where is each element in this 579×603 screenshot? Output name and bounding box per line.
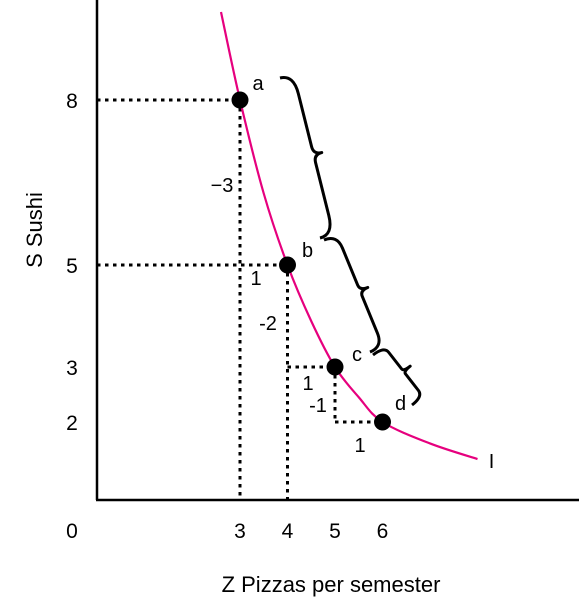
brace-c-d	[372, 348, 422, 407]
y-tick-8: 8	[66, 90, 78, 113]
change-dy-c-d: -1	[309, 395, 327, 417]
change-dy-a-b: −3	[211, 175, 234, 197]
data-points: a b c d	[231, 73, 406, 431]
y-tick-2: 2	[66, 412, 78, 435]
x-axis-label: Z Pizzas per semester	[222, 572, 441, 597]
x-tick-4: 4	[282, 520, 294, 543]
x-tick-5: 5	[329, 520, 341, 543]
tick-labels: 3 4 5 6 8 5 3 2	[66, 90, 388, 543]
origin-label: 0	[66, 520, 78, 543]
point-b	[279, 256, 296, 274]
change-dx-c-d: 1	[354, 435, 365, 457]
curve-layer: I	[219, 11, 495, 473]
brace-annotations	[279, 76, 422, 407]
point-label-c: c	[352, 344, 362, 366]
guide-lines	[97, 98, 383, 500]
point-a	[231, 91, 249, 109]
y-axis-label: S Sushi	[22, 192, 47, 268]
point-d	[374, 413, 391, 431]
brace-a-b	[279, 76, 332, 240]
change-dy-b-c: -2	[259, 313, 277, 335]
x-tick-3: 3	[234, 520, 246, 543]
point-c	[326, 358, 344, 376]
curve-label: I	[489, 451, 495, 473]
brace-b-c	[323, 237, 381, 354]
change-dx-b-c: 1	[302, 373, 313, 395]
y-tick-5: 5	[66, 255, 78, 278]
change-labels: −31-21-11	[211, 175, 366, 457]
point-label-b: b	[302, 240, 313, 262]
point-label-a: a	[252, 73, 264, 95]
x-tick-6: 6	[377, 520, 389, 543]
y-tick-3: 3	[66, 357, 78, 380]
axes	[95, 0, 579, 502]
change-dx-a-b: 1	[250, 268, 261, 290]
indifference-curve	[219, 11, 478, 461]
point-label-d: d	[395, 393, 406, 415]
